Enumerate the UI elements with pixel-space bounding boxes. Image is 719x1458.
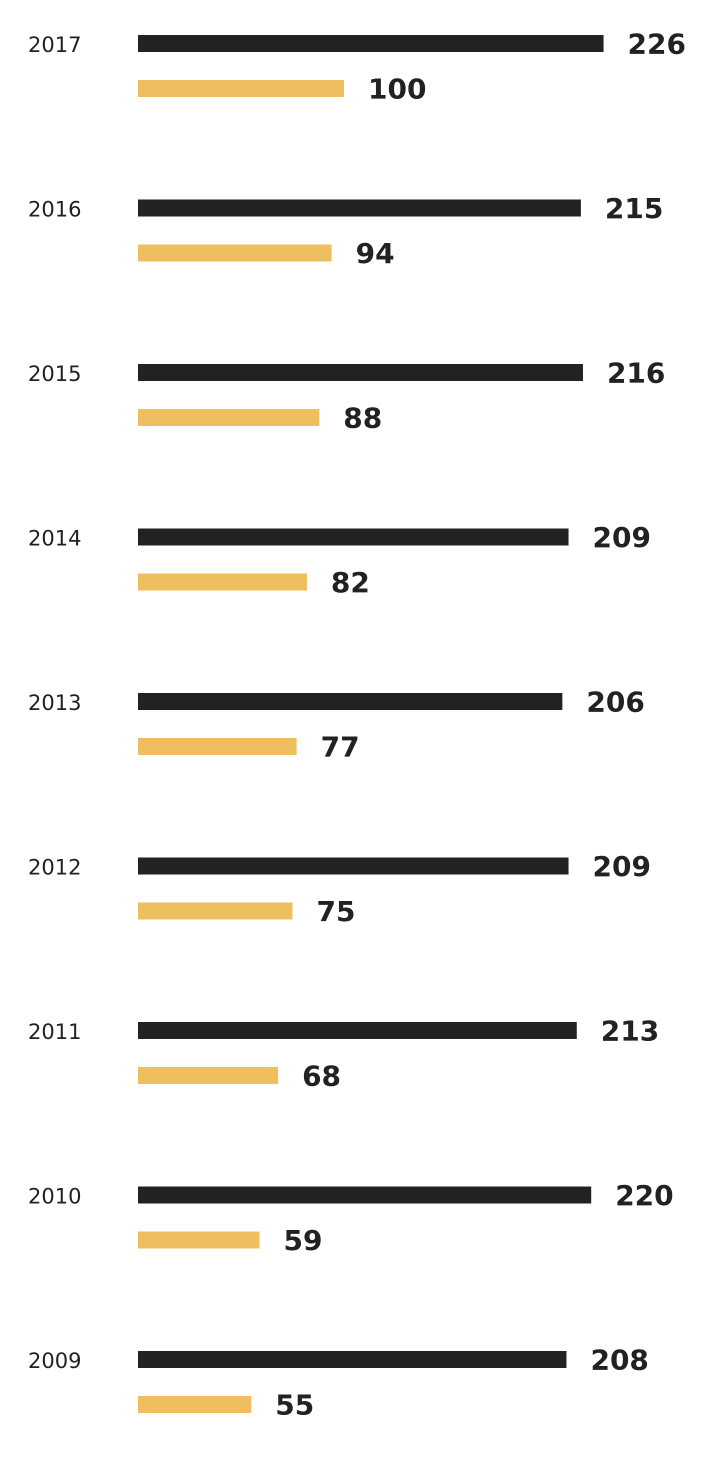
data-label: 226 bbox=[628, 28, 686, 61]
data-label: 94 bbox=[356, 237, 395, 270]
bar-gold bbox=[138, 1396, 252, 1413]
data-label: 59 bbox=[284, 1224, 323, 1257]
year-label: 2009 bbox=[28, 1349, 81, 1373]
bar-gold bbox=[138, 738, 297, 755]
data-label: 208 bbox=[590, 1344, 648, 1377]
bar-dark bbox=[138, 693, 563, 710]
bar-gold bbox=[138, 1231, 260, 1249]
year-label: 2015 bbox=[28, 362, 81, 386]
bar-dark bbox=[138, 1351, 567, 1368]
bar-dark bbox=[138, 1186, 592, 1204]
bar-dark bbox=[138, 857, 569, 875]
bar-gold bbox=[138, 80, 344, 97]
year-label: 2016 bbox=[28, 198, 81, 222]
data-label: 209 bbox=[593, 521, 651, 554]
year-label: 2017 bbox=[28, 33, 81, 57]
bar-dark bbox=[138, 528, 569, 546]
year-label: 2012 bbox=[28, 856, 81, 880]
data-label: 82 bbox=[331, 566, 370, 599]
data-label: 216 bbox=[607, 357, 665, 390]
data-label: 68 bbox=[302, 1060, 341, 1093]
data-label: 213 bbox=[601, 1015, 659, 1048]
data-label: 77 bbox=[321, 731, 360, 764]
bar-gold bbox=[138, 244, 332, 262]
bar-dark bbox=[138, 1022, 577, 1039]
year-label: 2011 bbox=[28, 1020, 81, 1044]
data-label: 55 bbox=[275, 1389, 314, 1422]
data-label: 100 bbox=[368, 73, 426, 106]
year-label: 2013 bbox=[28, 691, 81, 715]
bar-gold bbox=[138, 1067, 279, 1084]
bar-dark bbox=[138, 35, 604, 52]
year-label: 2010 bbox=[28, 1185, 81, 1209]
data-label: 209 bbox=[593, 850, 651, 883]
bar-dark bbox=[138, 199, 581, 217]
data-label: 206 bbox=[586, 686, 644, 719]
data-label: 88 bbox=[343, 402, 382, 435]
data-label: 75 bbox=[317, 895, 356, 928]
bar-dark bbox=[138, 364, 583, 381]
bar-gold bbox=[138, 573, 307, 591]
bar-gold bbox=[138, 902, 293, 920]
bar-gold bbox=[138, 409, 320, 426]
year-label: 2014 bbox=[28, 527, 81, 551]
data-label: 220 bbox=[615, 1179, 673, 1212]
data-label: 215 bbox=[605, 192, 663, 225]
